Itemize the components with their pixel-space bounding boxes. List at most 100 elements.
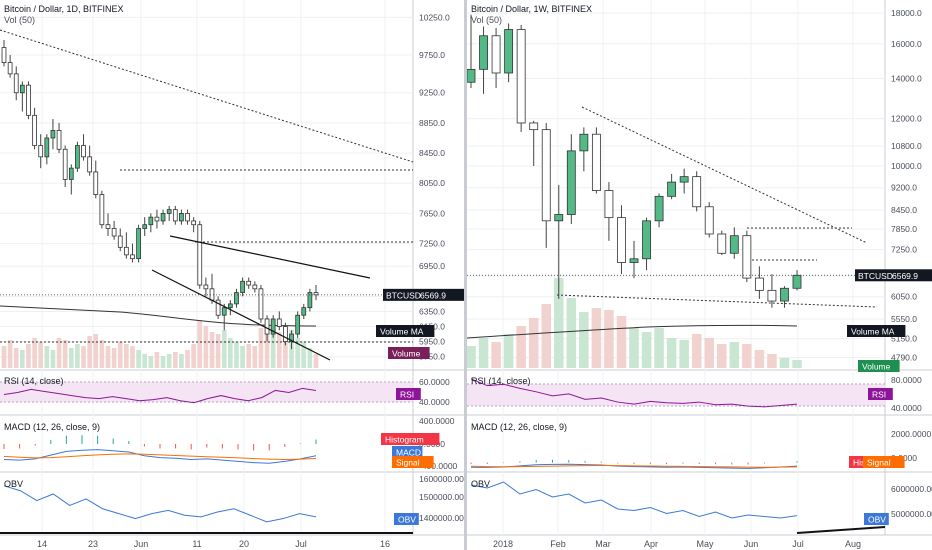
rsi-badge: RSI [872,390,886,400]
candle-body [172,209,178,222]
candle-body [541,129,551,222]
rsi-badge-bg [396,388,421,400]
rsi-title: RSI (14, close) [471,376,531,386]
candle-body [252,284,258,290]
time-tick-label: 14 [37,539,47,549]
candle-body [258,288,264,320]
obv-tick-label: 1600000.0000 [419,474,464,484]
time-tick-label: May [696,539,714,549]
rsi-line [3,387,317,404]
candle-body [467,68,476,83]
obv-badge-group: OBV [394,513,419,525]
volume-bar [81,346,86,368]
volume-badge-group: Volume [388,347,430,359]
volume-bar [258,328,264,368]
volume-bar [270,324,276,368]
candle-body [38,145,44,158]
chart-title: Bitcoin / Dollar, 1W, BITFINEX [471,4,592,14]
volume-bar [528,318,539,368]
obv-badge-bg [394,513,419,525]
candle-body [270,318,276,335]
wedge-upper-line [169,235,371,279]
macd-tick-label: 2000.0000 [891,429,931,439]
price-tick-label: 6050.0 [891,292,917,302]
volume-bar [779,358,790,368]
volume-bar [629,328,639,368]
candle-body [87,156,93,173]
volume-bar [264,318,270,368]
candle-body [191,220,197,226]
price-badge-group: BTCUSD 6569.9 [855,269,932,282]
volume-bar [215,334,221,368]
volume-bar [641,332,652,368]
price-tick-label: 6950.0 [419,261,445,271]
candle-body [50,130,56,139]
volume-badge: Volume [392,349,421,359]
macd-tick-label: 400.0000 [419,416,455,426]
macd-badge: Signal [867,458,891,468]
left-chart-1d[interactable]: 14 23 Jun 11 20 Jul 16 10250.0 9750.0 9250.0 8850.… [0,0,464,550]
signal-line [3,453,317,460]
volume-bar [729,342,740,368]
volume-bar [491,342,501,368]
rsi-tick-label: 60.0000 [419,377,450,387]
price-tick-label: 10250.0 [419,12,450,22]
time-tick-label: 2018 [493,539,513,549]
candle-body [754,277,764,291]
volume-bar [13,348,19,368]
obv-badge: OBV [398,515,416,525]
volume-label: Vol (50) [4,15,35,25]
candle-body [99,194,105,226]
candle-body [642,220,651,260]
candle-body [516,29,526,124]
volume-bar [179,354,184,368]
price-tick-label: 8050.0 [419,178,445,188]
candle-body [75,145,80,169]
rsi-title: RSI (14, close) [4,376,64,386]
volume-ma-badge: Volume MA [851,327,895,337]
candle-body [26,84,31,116]
candle-body [276,318,282,327]
chart-title: Bitcoin / Dollar, 1D, BITFINEX [4,4,124,14]
obv-badge-group: OBV [864,513,889,525]
price-tick-label: 7250.0 [419,239,445,249]
macd-badge: Signal [396,458,420,468]
time-tick-label: Jun [744,539,759,549]
rsi-band [467,384,885,406]
obv-rising-trendline [796,526,886,534]
volume-bar [148,356,154,368]
candle-body [203,284,209,290]
candle-body [566,150,576,215]
price-tick-label: 5950.0 [419,337,445,347]
macd-badge-group: Histogram [381,433,440,445]
volume-bar [704,338,714,368]
volume-bar [160,356,166,368]
volume-bar [604,310,614,368]
candle-body [780,287,789,302]
obv-tick-label: 5000000.0000 [891,509,932,519]
volume-bar [105,346,111,368]
price-tick-label: 8450.0 [891,205,917,215]
price-tick-label: 8850.0 [419,118,445,128]
candle-body [246,280,252,286]
candle-body [166,209,172,214]
rsi-tick-label: 40.0000 [419,397,450,407]
price-tick-label: 5550.0 [891,314,917,324]
right-chart-1w[interactable]: 2018 Feb Mar Apr May Jun Jul Aug 18000.0 16000.0 1… [467,0,932,550]
volume-bar [130,346,135,368]
candle-body [56,130,62,150]
rsi-line [470,378,798,408]
volume-bar [136,350,141,368]
trendline-descending-dotted [581,106,868,244]
candle-body [264,318,270,335]
candle-body [307,292,313,309]
volume-bar [754,350,765,368]
pane-splitter[interactable] [464,0,467,550]
volume-bar [38,342,44,368]
volume-bar [566,298,577,368]
volume-bar [7,340,13,368]
candle-body [123,246,129,256]
candle-body [704,206,714,235]
time-tick-label: Jun [134,539,149,549]
obv-tick-label: 6000000.0000 [891,484,932,494]
